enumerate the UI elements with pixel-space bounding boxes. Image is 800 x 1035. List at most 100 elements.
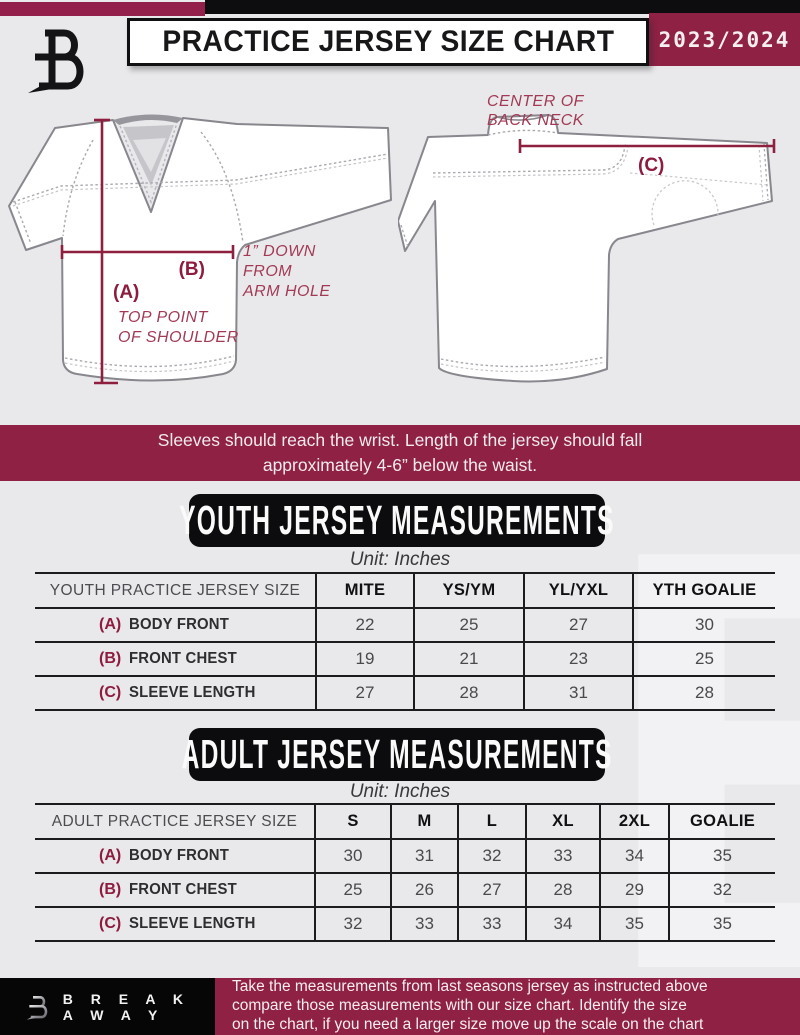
adult-value: 29	[599, 874, 668, 908]
adult-value: 27	[457, 874, 525, 908]
footer-brand-block: B R E A K A W A Y	[0, 978, 215, 1035]
label-A-line1: TOP POINT	[118, 309, 209, 326]
youth-table: YOUTH PRACTICE JERSEY SIZE MITE YS/YM YL…	[35, 572, 775, 711]
youth-value: 28	[632, 677, 775, 711]
adult-col-header: L	[457, 803, 525, 840]
back-jersey-outline	[397, 114, 773, 383]
label-B-line1: 1” DOWN	[243, 243, 316, 260]
youth-value: 30	[632, 609, 775, 643]
adult-col-header: 2XL	[599, 803, 668, 840]
measure-name: BODY FRONT	[129, 847, 230, 864]
youth-section-title: YOUTH JERSEY MEASUREMENTS	[179, 494, 614, 547]
youth-value: 22	[315, 609, 413, 643]
breakaway-footer-logo-icon	[26, 995, 48, 1020]
adult-col-header: GOALIE	[668, 803, 775, 840]
footer-note-line2: compare those measurements with our size…	[232, 997, 687, 1015]
youth-value: 27	[315, 677, 413, 711]
measure-key: (C)	[99, 684, 122, 701]
youth-value: 25	[632, 643, 775, 677]
label-B-line2: FROM	[243, 263, 292, 280]
adult-unit-label: Unit: Inches	[349, 781, 451, 802]
back-jersey-diagram: (C) CENTER OF BACK NECK	[397, 93, 797, 398]
adult-value: 32	[668, 874, 775, 908]
youth-unit-label: Unit: Inches	[349, 549, 451, 570]
measure-name: SLEEVE LENGTH	[129, 684, 256, 701]
adult-value: 31	[390, 840, 457, 874]
adult-value: 33	[390, 908, 457, 942]
adult-table: ADULT PRACTICE JERSEY SIZE S M L XL 2XL …	[35, 803, 775, 942]
season-text: 2023/2024	[658, 27, 791, 52]
youth-col-header: YS/YM	[413, 572, 523, 609]
measure-key: (B)	[99, 650, 122, 667]
youth-value: 23	[523, 643, 632, 677]
adult-col-header: XL	[525, 803, 599, 840]
youth-col-header: YTH GOALIE	[632, 572, 775, 609]
measure-name: BODY FRONT	[129, 616, 230, 633]
adult-col-header: ADULT PRACTICE JERSEY SIZE	[35, 803, 314, 840]
adult-value: 28	[525, 874, 599, 908]
youth-col-header: MITE	[315, 572, 413, 609]
adult-value: 35	[668, 908, 775, 942]
label-A-line2: OF SHOULDER	[118, 329, 239, 346]
measure-name: SLEEVE LENGTH	[129, 915, 256, 932]
youth-row-label: (B) FRONT CHEST	[35, 643, 315, 677]
breakaway-logo-icon	[26, 24, 98, 94]
adult-value: 30	[314, 840, 390, 874]
adult-value: 35	[599, 908, 668, 942]
footer: B R E A K A W A Y Take the measurements …	[0, 978, 800, 1035]
adult-value: 26	[390, 874, 457, 908]
adult-value: 34	[599, 840, 668, 874]
youth-value: 27	[523, 609, 632, 643]
youth-section-title-text: YOUTH JERSEY MEASUREMENTS	[179, 497, 615, 543]
page-title-bar: PRACTICE JERSEY SIZE CHART	[127, 18, 649, 66]
adult-value: 25	[314, 874, 390, 908]
measure-key: (A)	[99, 616, 122, 633]
footer-brand-name: B R E A K A W A Y	[62, 990, 191, 1023]
adult-value: 32	[457, 840, 525, 874]
adult-row-label: (B) FRONT CHEST	[35, 874, 314, 908]
front-jersey-outline	[8, 117, 392, 382]
fit-note-line1: Sleeves should reach the wrist. Length o…	[157, 429, 643, 450]
fit-note-line2: approximately 4-6” below the waist.	[262, 455, 538, 475]
measure-line-B	[60, 245, 235, 259]
youth-row-label: (C) SLEEVE LENGTH	[35, 677, 315, 711]
youth-value: 21	[413, 643, 523, 677]
youth-row-label: (A) BODY FRONT	[35, 609, 315, 643]
label-A-key: (A)	[113, 282, 139, 303]
footer-note-line3: on the chart, if you need a larger size …	[232, 1015, 704, 1033]
youth-value: 25	[413, 609, 523, 643]
label-C-line1: CENTER OF	[487, 93, 585, 110]
adult-value: 34	[525, 908, 599, 942]
label-C-key: (C)	[638, 155, 664, 176]
label-C-line2: BACK NECK	[487, 112, 585, 129]
measure-name: FRONT CHEST	[129, 881, 238, 898]
footer-note-line1: Take the measurements from last seasons …	[232, 978, 708, 996]
top-strip-black	[205, 0, 800, 14]
footer-instructions: Take the measurements from last seasons …	[215, 978, 800, 1035]
youth-col-header: YL/YXL	[523, 572, 632, 609]
top-strip-maroon	[0, 2, 205, 16]
youth-value: 28	[413, 677, 523, 711]
measure-key: (B)	[99, 881, 122, 898]
measure-name: FRONT CHEST	[129, 650, 238, 667]
adult-value: 35	[668, 840, 775, 874]
adult-section-title-text: ADULT JERSEY MEASUREMENTS	[181, 731, 613, 777]
measure-line-C	[518, 139, 776, 153]
page-title: PRACTICE JERSEY SIZE CHART	[161, 25, 614, 58]
front-jersey-diagram: (B) 1” DOWN FROM ARM HOLE (A) TOP POINT …	[5, 110, 400, 420]
adult-col-header: M	[390, 803, 457, 840]
label-B-key: (B)	[179, 259, 205, 280]
adult-section-title: ADULT JERSEY MEASUREMENTS	[182, 728, 611, 781]
label-B-line3: ARM HOLE	[242, 283, 331, 300]
adult-row-label: (A) BODY FRONT	[35, 840, 314, 874]
youth-value: 19	[315, 643, 413, 677]
measure-key: (C)	[99, 915, 122, 932]
fit-note-banner: Sleeves should reach the wrist. Length o…	[0, 425, 800, 481]
adult-col-header: S	[314, 803, 390, 840]
adult-value: 33	[525, 840, 599, 874]
season-badge: 2023/2024	[649, 13, 800, 66]
adult-value: 33	[457, 908, 525, 942]
adult-row-label: (C) SLEEVE LENGTH	[35, 908, 314, 942]
adult-value: 32	[314, 908, 390, 942]
